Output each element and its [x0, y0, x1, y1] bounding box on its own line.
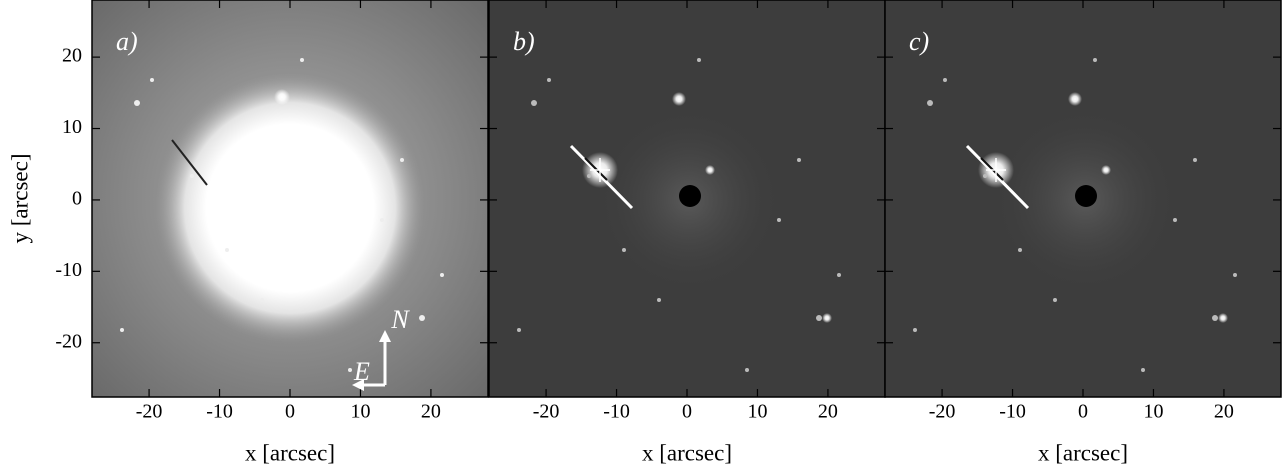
- x-tick-label: 20: [818, 401, 838, 423]
- star: [1093, 58, 1097, 62]
- y-tick-label: -20: [55, 330, 82, 352]
- panel: -20 -10 0 10 20 b) x [arcsec]: [489, 0, 885, 465]
- star: [983, 174, 987, 178]
- star: [587, 174, 591, 178]
- panel-label: a): [116, 27, 138, 56]
- star: [837, 273, 841, 277]
- star: [1218, 313, 1228, 323]
- annotation: N: [390, 305, 410, 334]
- figure: -20 -10 0 10 20 -20 -10 0 10 20 a) x [arcsec] y [arc…: [0, 0, 1286, 473]
- glow: [155, 73, 425, 343]
- x-tick-label: 0: [285, 401, 295, 423]
- x-tick-label: -10: [999, 401, 1026, 423]
- x-tick-label: 0: [1078, 401, 1088, 423]
- image: [885, 0, 1281, 397]
- y-tick-label: 10: [62, 116, 82, 138]
- star: [400, 158, 404, 162]
- star: [419, 315, 425, 321]
- star: [348, 368, 352, 372]
- star: [225, 248, 229, 252]
- star: [943, 78, 947, 82]
- star: [1068, 92, 1082, 106]
- star: [657, 298, 661, 302]
- star: [1141, 368, 1145, 372]
- image: [489, 0, 885, 397]
- star: [547, 78, 551, 82]
- y-tick-label: 20: [62, 45, 82, 67]
- x-tick-label: 10: [747, 401, 767, 423]
- star: [622, 248, 626, 252]
- image: [92, 0, 488, 397]
- panel-label: b): [513, 27, 535, 56]
- star: [1173, 218, 1177, 222]
- x-tick-label: 20: [1214, 401, 1234, 423]
- star: [531, 100, 537, 106]
- star: [1018, 248, 1022, 252]
- star: [260, 298, 264, 302]
- star: [1233, 273, 1237, 277]
- y-axis-label: y [arcsec]: [7, 153, 32, 243]
- star: [120, 328, 124, 332]
- x-tick-label: -10: [603, 401, 630, 423]
- x-axis-label: x [arcsec]: [1038, 440, 1128, 465]
- x-tick-label: 0: [682, 401, 692, 423]
- x-tick-label: -20: [136, 401, 163, 423]
- panel: -20 -10 0 10 20 -20 -10 0 10 20 a) x [arcsec] y [arc…: [7, 0, 488, 465]
- star: [672, 92, 686, 106]
- star: [517, 328, 521, 332]
- star: [1212, 315, 1218, 321]
- x-axis-label: x [arcsec]: [245, 440, 335, 465]
- star: [300, 58, 304, 62]
- star: [274, 89, 290, 105]
- star: [440, 273, 444, 277]
- annotation: E: [353, 357, 370, 386]
- x-tick-label: 20: [421, 401, 441, 423]
- x-tick-label: 10: [350, 401, 370, 423]
- star: [697, 58, 701, 62]
- star: [380, 218, 384, 222]
- star: [927, 100, 933, 106]
- y-tick-label: 0: [72, 188, 82, 210]
- x-tick-label: 10: [1143, 401, 1163, 423]
- panel: -20 -10 0 10 20 c) x [arcsec]: [885, 0, 1281, 465]
- x-axis-label: x [arcsec]: [642, 440, 732, 465]
- panel-label: c): [909, 27, 929, 56]
- star: [134, 100, 140, 106]
- star: [1193, 158, 1197, 162]
- star: [777, 218, 781, 222]
- x-tick-label: -20: [533, 401, 560, 423]
- star: [822, 313, 832, 323]
- core: [1075, 185, 1097, 207]
- star: [913, 328, 917, 332]
- star: [190, 174, 194, 178]
- star: [797, 158, 801, 162]
- star: [150, 78, 154, 82]
- star: [1101, 165, 1111, 175]
- star: [745, 368, 749, 372]
- star: [816, 315, 822, 321]
- y-tick-label: -10: [55, 259, 82, 281]
- x-tick-label: -10: [206, 401, 233, 423]
- core: [679, 185, 701, 207]
- star: [705, 165, 715, 175]
- star: [1053, 298, 1057, 302]
- x-tick-label: -20: [929, 401, 956, 423]
